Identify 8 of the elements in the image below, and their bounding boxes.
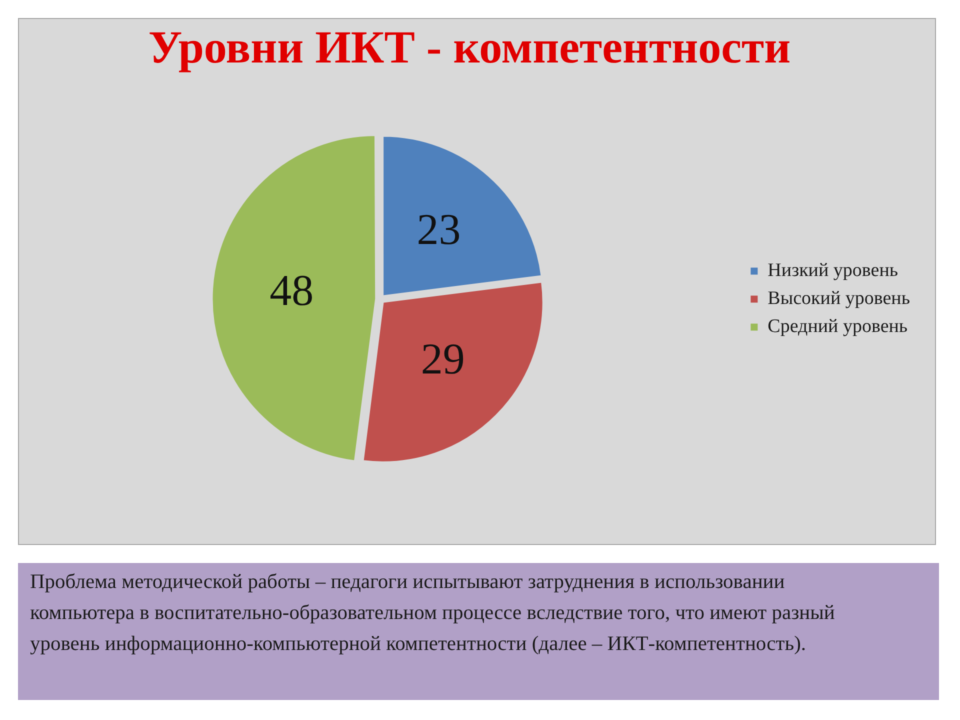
legend-label: Средний уровень xyxy=(768,316,908,338)
legend-label: Низкий уровень xyxy=(768,260,898,282)
chart-title: Уровни ИКТ - компетентности xyxy=(148,21,791,72)
data-label: 48 xyxy=(270,266,314,316)
data-label: 23 xyxy=(416,205,461,254)
data-label: 29 xyxy=(420,334,465,384)
legend-label: Высокий уровень xyxy=(768,288,910,310)
text: Проблема методической работы – педагоги испытывают затруднения в использовании компьютера в воспитательно-образовательном процессе вследствие того, что имеют разный уровень информационно-компьютерной компетентности (далее – ИКТ-компетентность). xyxy=(30,570,836,657)
